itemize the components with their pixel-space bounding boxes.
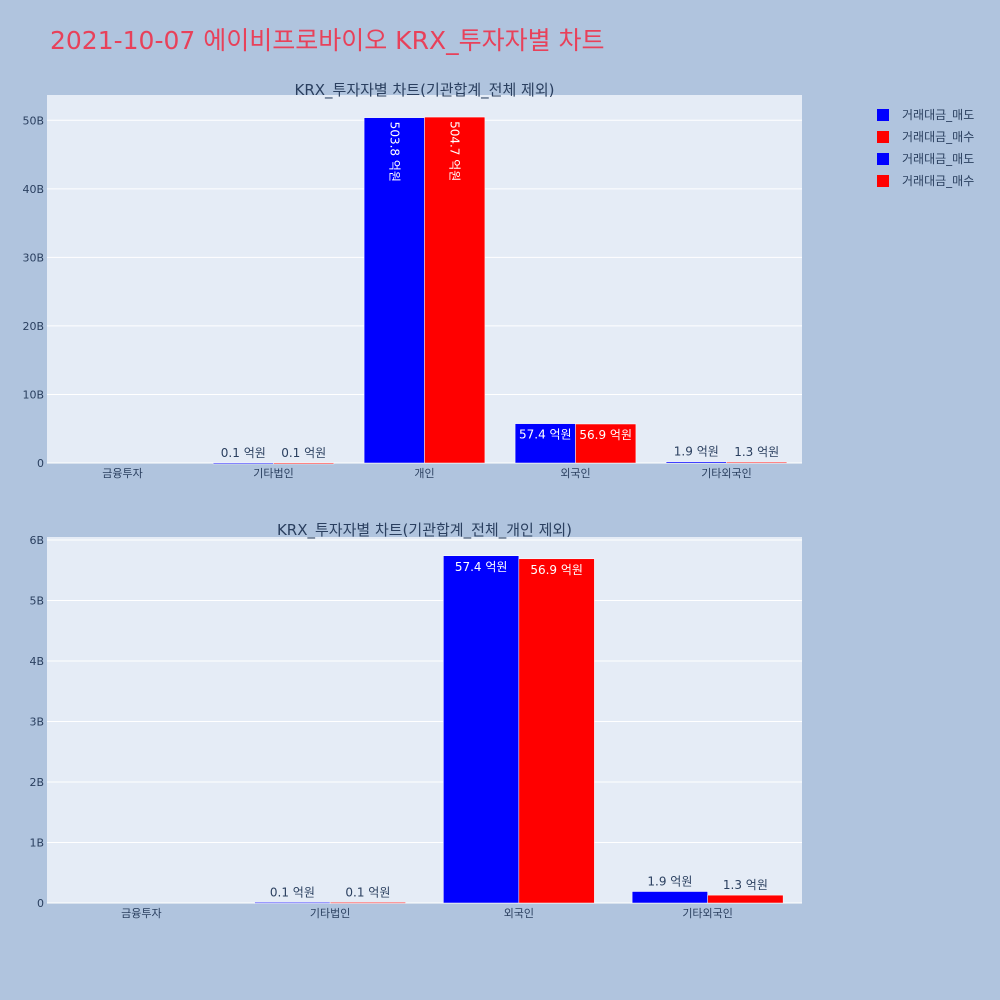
chart-title: KRX_투자자별 차트(기관합계_전체_개인 제외) — [277, 521, 572, 540]
bar-value-label: 1.9 억원 — [674, 445, 719, 459]
bar[interactable] — [273, 462, 335, 465]
y-tick-label: 5B — [29, 595, 44, 608]
bar[interactable] — [707, 894, 784, 904]
y-tick-label: 4B — [29, 655, 44, 668]
chart-title: KRX_투자자별 차트(기관합계_전체 제외) — [295, 81, 555, 100]
bar[interactable] — [329, 902, 406, 904]
y-tick-label: 0 — [37, 457, 44, 470]
y-tick-label: 6B — [29, 534, 44, 547]
legend-label[interactable]: 거래대금_매수 — [902, 174, 974, 188]
x-tick-label: 기타법인 — [310, 907, 350, 920]
x-tick-label: 기타법인 — [253, 467, 293, 480]
legend-swatch[interactable] — [877, 175, 889, 187]
bar-value-label: 56.9 억원 — [579, 428, 632, 442]
bar-value-label: 504.7 억원 — [448, 121, 462, 181]
bar[interactable] — [424, 116, 486, 464]
y-tick-label: 40B — [22, 183, 44, 196]
x-tick-label: 기타외국인 — [682, 907, 733, 920]
y-tick-label: 30B — [22, 251, 44, 264]
x-tick-label: 기타외국인 — [701, 467, 752, 480]
legend-label[interactable]: 거래대금_매수 — [902, 130, 974, 144]
legend-swatch[interactable] — [877, 153, 889, 165]
y-tick-label: 1B — [29, 837, 44, 850]
bar[interactable] — [631, 891, 708, 904]
bar[interactable] — [726, 461, 788, 464]
legend-label[interactable]: 거래대금_매도 — [902, 152, 974, 166]
legend-swatch[interactable] — [877, 109, 889, 121]
y-tick-label: 2B — [29, 776, 44, 789]
bar[interactable] — [443, 555, 520, 904]
bar-value-label: 0.1 억원 — [270, 885, 315, 899]
bar[interactable] — [575, 423, 637, 464]
bar-value-label: 1.3 억원 — [734, 445, 779, 459]
page-title: 2021-10-07 에이비프로바이오 KRX_투자자별 차트 — [50, 26, 605, 55]
x-tick-label: 외국인 — [560, 467, 590, 480]
bar-value-label: 1.3 억원 — [723, 878, 768, 892]
x-tick-label: 금융투자 — [102, 467, 142, 480]
bar[interactable] — [254, 902, 331, 904]
bar-value-label: 503.8 억원 — [387, 122, 401, 182]
bar[interactable] — [665, 461, 727, 464]
y-tick-label: 50B — [22, 114, 44, 127]
x-tick-label: 외국인 — [504, 907, 534, 920]
bar-value-label: 57.4 억원 — [455, 560, 508, 574]
bar-value-label: 56.9 억원 — [530, 563, 583, 577]
plot-background — [47, 537, 802, 903]
y-tick-label: 20B — [22, 320, 44, 333]
bar-value-label: 57.4 억원 — [519, 428, 572, 442]
legend-label[interactable]: 거래대금_매도 — [902, 108, 974, 122]
bar-value-label: 0.1 억원 — [281, 446, 326, 460]
y-tick-label: 10B — [22, 388, 44, 401]
bar-value-label: 1.9 억원 — [647, 875, 692, 889]
y-tick-label: 3B — [29, 716, 44, 729]
bar[interactable] — [518, 558, 595, 904]
bar[interactable] — [514, 423, 576, 464]
chart-investor-all: KRX_투자자별 차트(기관합계_전체 제외) 0 10B 20B 30B 40B 50B 금… — [22, 81, 802, 480]
x-tick-label: 개인 — [414, 467, 434, 480]
legend-swatch[interactable] — [877, 131, 889, 143]
bar-value-label: 0.1 억원 — [345, 885, 390, 899]
bar[interactable] — [212, 462, 274, 465]
chart-investor-excl-individual: KRX_투자자별 차트(기관합계_전체_개인 제외) 0 1B 2B 3B 4B 5B 6B 금… — [29, 521, 802, 920]
x-tick-label: 금융투자 — [121, 907, 161, 920]
bar-value-label: 0.1 억원 — [221, 446, 266, 460]
y-tick-label: 0 — [37, 897, 44, 910]
